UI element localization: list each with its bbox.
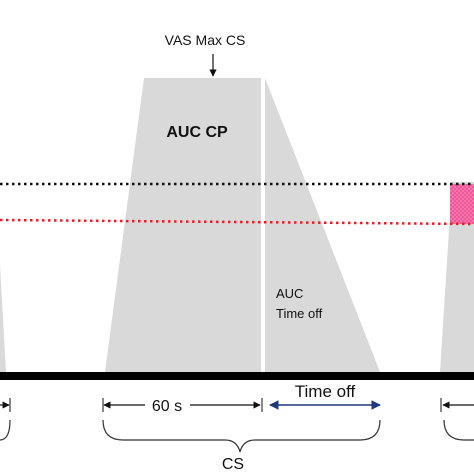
cs-label: CS	[222, 456, 244, 473]
cs-bracket	[102, 419, 381, 453]
previous-stimulus-shape	[0, 265, 6, 372]
time-off-label: Time off	[295, 382, 356, 401]
cold-pressor-plateau-shape	[105, 78, 261, 372]
auc-time-off-label-line2: Time off	[276, 306, 323, 321]
time-axis-baseline	[0, 372, 474, 380]
auc-time-off-label-line1: AUC	[276, 286, 303, 301]
vas-max-label: VAS Max CS	[165, 32, 246, 48]
auc-cp-label: AUC CP	[166, 124, 228, 141]
next-stimulus-shape	[440, 182, 474, 372]
left-partial-bracket	[0, 419, 11, 441]
time-off-decay-shape	[265, 78, 380, 372]
pink-threshold-region	[450, 184, 474, 224]
sixty-s-label: 60 s	[152, 398, 182, 415]
right-partial-bracket	[443, 419, 474, 441]
red-dotted-threshold-line	[0, 218, 474, 226]
